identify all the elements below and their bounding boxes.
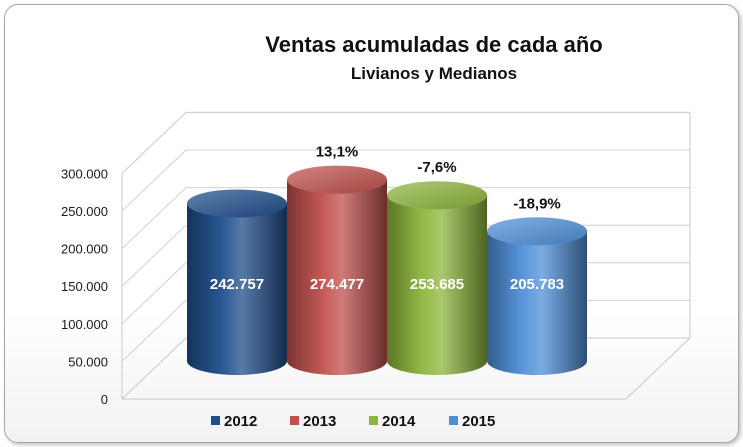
change-label: -7,6% [417, 159, 456, 176]
chart-subtitle: Livianos y Medianos [351, 64, 517, 83]
bar-body [187, 203, 287, 375]
y-tick-label: 300.000 [61, 166, 108, 181]
data-label: 205.783 [510, 276, 564, 293]
gridline [121, 111, 690, 174]
bar-body [387, 195, 487, 375]
legend-swatch [211, 416, 220, 425]
bar-top [287, 165, 387, 194]
gridline [121, 149, 690, 212]
chart-title: Ventas acumuladas de cada año [265, 32, 602, 57]
bar-2014 [387, 181, 487, 375]
y-tick-label: 150.000 [61, 279, 108, 294]
bar-body [487, 231, 587, 375]
bar-2013 [287, 165, 387, 375]
y-tick-label: 0 [101, 392, 108, 407]
y-axis: 0 50.000 100.000 150.000 200.000 250.000 300.0… [61, 166, 108, 407]
bar-top [487, 217, 587, 246]
gridline [121, 187, 690, 249]
y-tick-label: 200.000 [61, 242, 108, 257]
legend-item-2015: 2015 [449, 413, 495, 430]
legend-item-2014: 2014 [369, 413, 416, 430]
y-tick-label: 250.000 [61, 204, 108, 219]
legend-swatch [369, 416, 378, 425]
legend-label: 2012 [224, 413, 257, 430]
floor-outline [122, 337, 691, 400]
bar-2012 [187, 189, 287, 375]
data-label: 242.757 [210, 276, 264, 293]
y-tick-label: 50.000 [68, 354, 108, 369]
data-label: 274.477 [310, 276, 364, 293]
legend: 2012 2013 2014 2015 [211, 413, 495, 430]
data-label: 253.685 [410, 276, 464, 293]
bars [187, 165, 587, 375]
legend-item-2012: 2012 [211, 413, 257, 430]
legend-item-2013: 2013 [290, 413, 336, 430]
change-label: -18,9% [513, 195, 561, 212]
bar-body [287, 179, 387, 375]
bar-top [387, 181, 487, 210]
y-tick-label: 100.000 [61, 317, 108, 332]
change-label: 13,1% [316, 144, 359, 161]
legend-label: 2015 [462, 413, 495, 430]
legend-swatch [290, 416, 299, 425]
legend-label: 2014 [382, 413, 416, 430]
data-labels: 242.757 274.477 13,1% 253.685 -7,6% 205.783 -1… [210, 144, 564, 293]
legend-swatch [449, 416, 458, 425]
bar-2015 [487, 217, 587, 375]
legend-label: 2013 [303, 413, 336, 430]
bar-top [187, 189, 287, 218]
